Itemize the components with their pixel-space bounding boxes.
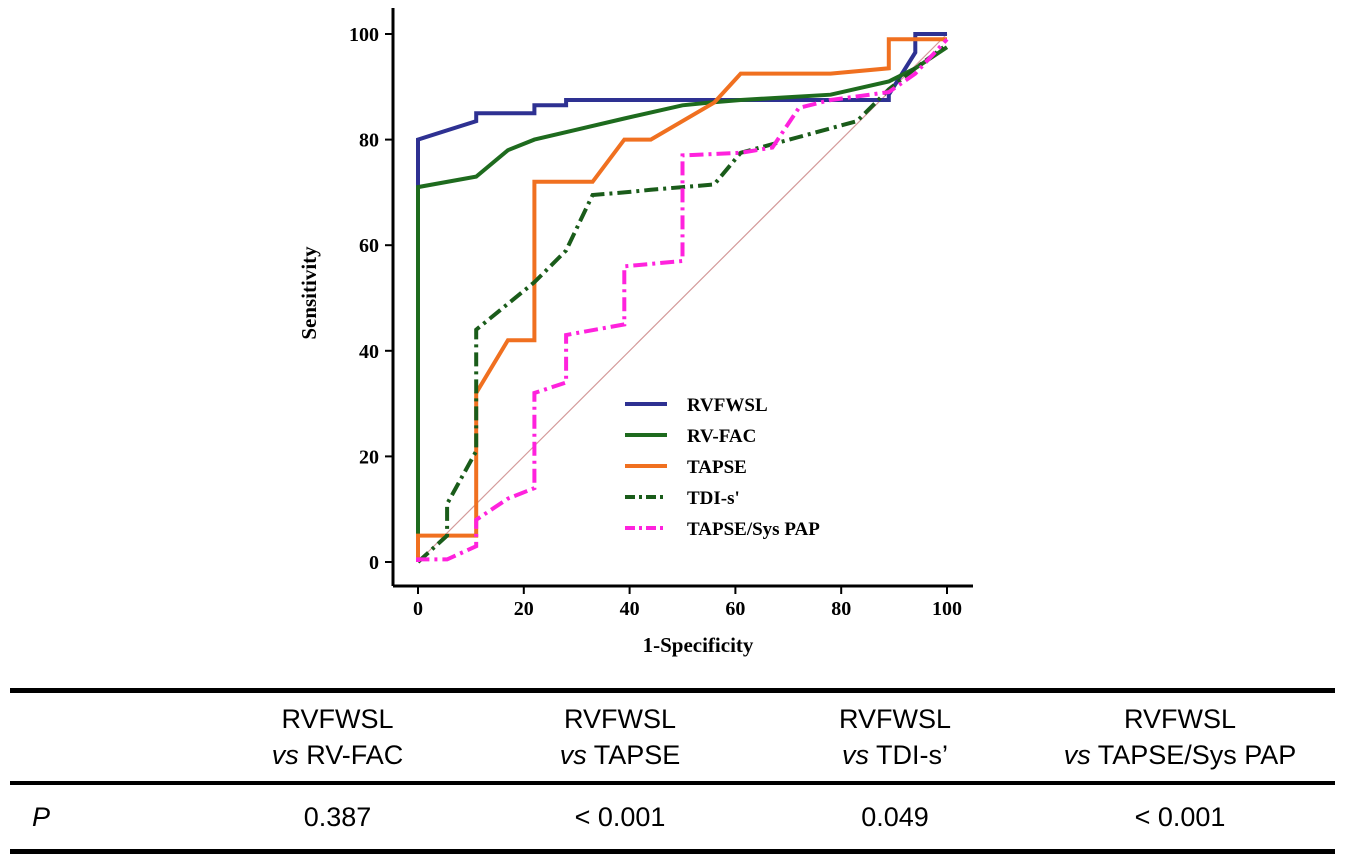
ticks-layer: 0 20 40 60 80 100 0 20 40 60 80 100 bbox=[349, 24, 962, 620]
series-line-rv-fac bbox=[416, 45, 949, 562]
p-value-tapse-syspap: < 0.001 bbox=[1134, 801, 1226, 832]
series-line-tapse-sys-pap bbox=[416, 37, 949, 562]
reference-layer bbox=[417, 33, 948, 563]
y-tick-label-60: 60 bbox=[359, 235, 379, 257]
x-tick-label-0: 0 bbox=[413, 598, 423, 620]
p-value-rvfac: 0.387 bbox=[303, 801, 372, 832]
x-tick-label-20: 20 bbox=[514, 598, 534, 620]
table-row: P 0.387 < 0.001 0.049 < 0.001 bbox=[10, 783, 1335, 852]
row-label-p: P bbox=[32, 801, 51, 832]
roc-chart: 0 20 40 60 80 100 0 20 40 60 80 100 1-Specificity S… bbox=[297, 8, 973, 657]
y-tick-label-20: 20 bbox=[359, 446, 379, 468]
x-axis-label: 1-Specificity bbox=[643, 633, 754, 657]
legend-label-tapse: TAPSE bbox=[687, 457, 747, 478]
y-tick-label-80: 80 bbox=[359, 130, 379, 152]
legend-label-tdi-s: TDI-s' bbox=[687, 488, 740, 509]
series-line-tdi-s bbox=[416, 42, 949, 564]
legend-label-rv-fac: RV-FAC bbox=[687, 426, 756, 447]
y-tick-label-40: 40 bbox=[359, 341, 379, 363]
header-rvfwsl-vs-tapse-syspap: RVFWSL vs TAPSE/Sys PAP bbox=[1063, 704, 1297, 770]
x-tick-label-80: 80 bbox=[831, 598, 851, 620]
reference-diagonal-line bbox=[417, 33, 948, 563]
legend: RVFWSL RV-FAC TAPSE TDI-s' TAPSE/Sys PAP bbox=[625, 395, 820, 540]
series-layer bbox=[416, 32, 949, 564]
header-empty-cell bbox=[10, 691, 200, 784]
legend-label-rvfwsl: RVFWSL bbox=[687, 395, 768, 416]
y-axis-label: Sensitivity bbox=[297, 246, 321, 340]
p-value-tapse: < 0.001 bbox=[574, 801, 666, 832]
p-value-tdis: 0.049 bbox=[861, 801, 929, 832]
y-tick-label-0: 0 bbox=[369, 552, 379, 574]
x-tick-label-40: 40 bbox=[620, 598, 640, 620]
series-line-tapse bbox=[416, 37, 947, 562]
table-header-row: RVFWSL vs RV-FAC RVFWSL vs TAPSE RVFWSL vs … bbox=[10, 690, 1335, 784]
axes-layer bbox=[391, 8, 973, 588]
header-rvfwsl-vs-rvfac: RVFWSL vs RV-FAC bbox=[271, 704, 404, 770]
x-tick-label-60: 60 bbox=[725, 598, 745, 620]
pvalue-table: RVFWSL vs RV-FAC RVFWSL vs TAPSE RVFWSL vs … bbox=[10, 688, 1335, 854]
legend-label-tapse-sys-pap: TAPSE/Sys PAP bbox=[687, 519, 820, 540]
header-rvfwsl-vs-tapse: RVFWSL vs TAPSE bbox=[559, 704, 681, 770]
header-rvfwsl-vs-tdis: RVFWSL vs TDI-s’ bbox=[838, 704, 952, 770]
y-tick-label-100: 100 bbox=[349, 24, 379, 46]
x-tick-label-100: 100 bbox=[932, 598, 962, 620]
series-line-rvfwsl bbox=[416, 32, 947, 562]
